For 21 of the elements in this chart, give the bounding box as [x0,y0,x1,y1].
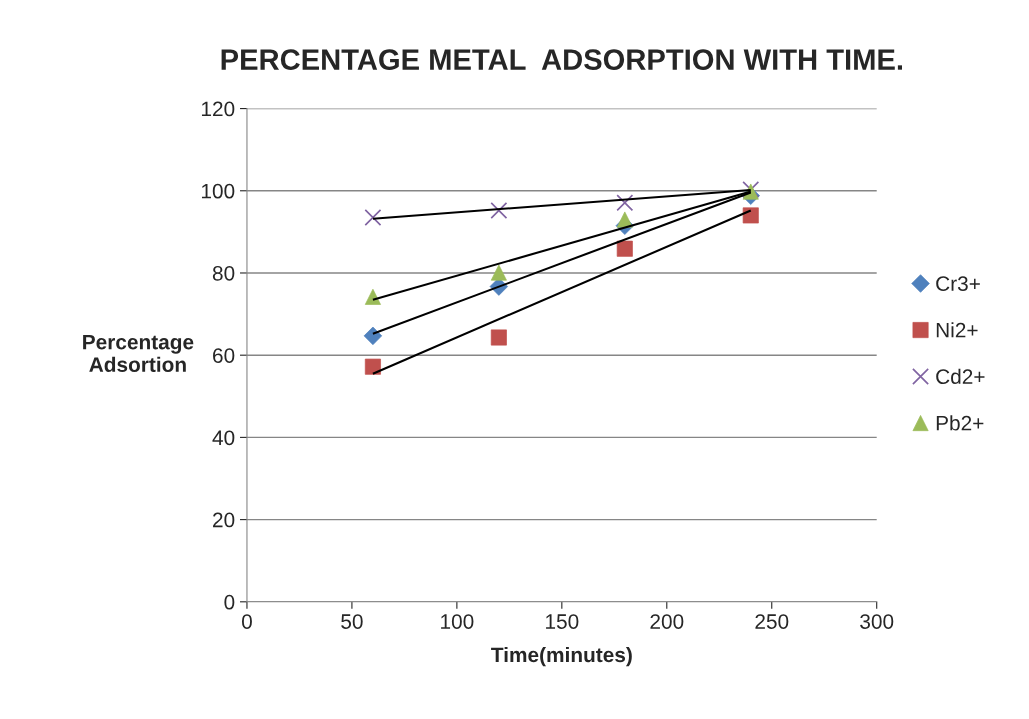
x-tick-label: 0 [241,614,252,629]
legend-label: Cd2+ [936,368,985,385]
y-tick-label: 120 [201,101,235,117]
legend-label: Cr3+ [936,276,980,292]
legend-label: Ni2+ [936,322,978,338]
x-tick-label: 150 [546,614,579,629]
x-tick-label: 50 [341,614,363,629]
x-tick-label: 300 [860,614,894,629]
x-axis-title: Time(minutes) [491,646,632,667]
y-tick-label: 20 [213,512,235,528]
x-tick-label: 250 [755,614,789,629]
y-tick-label: 60 [213,348,235,363]
x-tick-label: 100 [441,614,474,629]
y-tick-label: 0 [224,594,235,610]
y-tick-label: 40 [212,430,235,446]
y-tick-label: 100 [201,183,235,199]
chart-title: PERCENTAGE METAL ADSORPTION WITH TIME. [221,49,903,70]
y-axis-title: Percentage Adsortion [83,334,194,372]
legend-label: Pb2+ [936,415,984,431]
x-tick-label: 200 [650,614,684,629]
y-tick-label: 80 [212,265,235,281]
